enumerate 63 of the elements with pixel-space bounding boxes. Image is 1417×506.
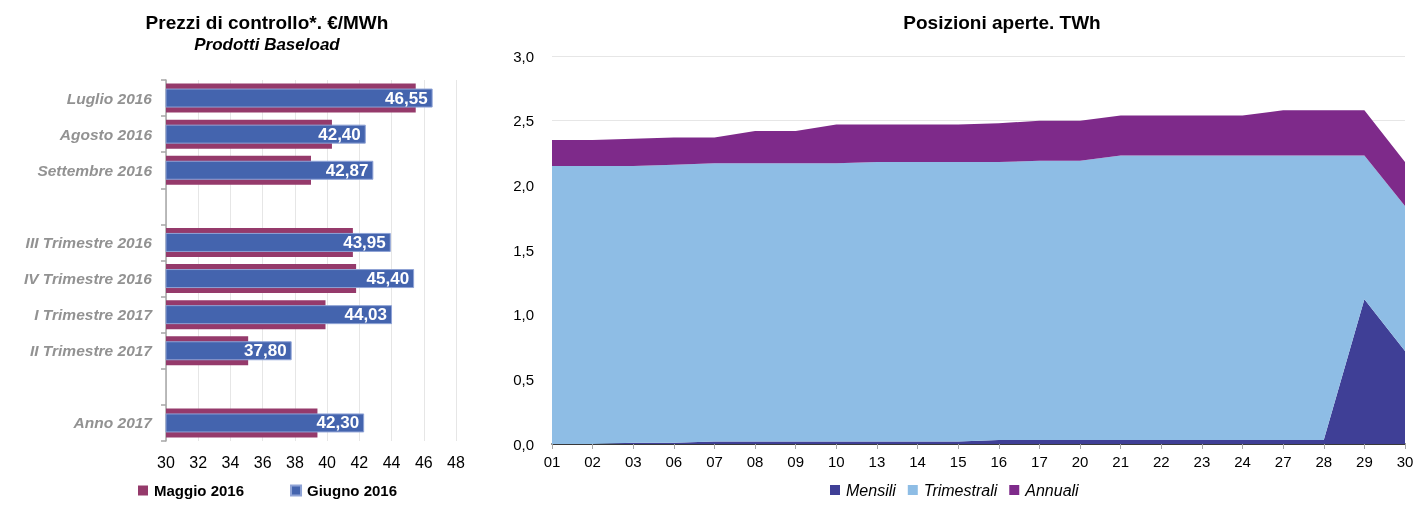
x-tick-label: 17 (1031, 453, 1048, 470)
x-tick-label: 36 (253, 453, 272, 471)
x-tick-label: 23 (1193, 453, 1211, 470)
y-tick-label: 1,5 (513, 241, 534, 259)
y-tick-label: Anno 2017 (72, 414, 154, 432)
y-tick-label: Settembre 2016 (37, 161, 153, 179)
x-tick-label: 30 (157, 453, 175, 471)
x-tick-label: 20 (1071, 453, 1089, 470)
x-tick-label: 14 (909, 453, 926, 470)
x-tick-label: 27 (1274, 453, 1292, 470)
x-tick-label: 15 (949, 453, 967, 470)
y-tick-label: 0,0 (513, 435, 534, 453)
y-tick-label: 2,5 (513, 112, 534, 130)
x-tick-label: 02 (584, 453, 601, 470)
x-tick-label: 13 (868, 453, 886, 470)
x-tick-label: 28 (1315, 453, 1333, 470)
x-tick-label: 38 (285, 453, 304, 471)
legend-label: Maggio 2016 (154, 482, 245, 499)
x-tick-label: 30 (1396, 453, 1414, 470)
x-tick-label: 42 (350, 453, 369, 471)
y-tick-label: 1,0 (513, 306, 534, 324)
x-tick-label: 32 (189, 453, 208, 471)
y-tick-label: I Trimestre 2017 (34, 306, 154, 324)
y-tick-label: III Trimestre 2016 (25, 233, 153, 251)
data-label: 42,30 (316, 413, 360, 433)
legend-label: Giugno 2016 (307, 482, 398, 499)
x-tick-label: 34 (221, 453, 240, 471)
x-tick-label: 29 (1356, 453, 1373, 470)
y-tick-label: 3,0 (513, 47, 534, 65)
x-tick-label: 40 (318, 453, 337, 471)
y-tick-label: 2,0 (513, 176, 534, 194)
x-tick-label: 09 (787, 453, 805, 470)
x-tick-label: 07 (706, 453, 723, 470)
data-label: 46,55 (385, 88, 428, 108)
legend-label: Trimestrali (923, 481, 998, 499)
legend-label: Annuali (1024, 481, 1080, 499)
x-tick-label: 10 (827, 453, 845, 470)
y-tick-label: IV Trimestre 2016 (23, 270, 153, 288)
data-label: 42,40 (318, 124, 361, 144)
x-tick-label: 46 (414, 453, 433, 471)
x-tick-label: 48 (447, 453, 465, 471)
x-tick-label: 24 (1234, 453, 1251, 470)
x-tick-label: 22 (1152, 453, 1170, 470)
x-tick-label: 03 (624, 453, 642, 470)
data-label: 42,87 (325, 160, 369, 180)
x-tick-label: 01 (543, 453, 561, 470)
chart-title: Prezzi di controllo*. €/MWh (145, 12, 389, 33)
data-label: 37,80 (244, 341, 287, 361)
y-tick-label: Agosto 2016 (58, 125, 153, 143)
x-tick-label: 21 (1112, 453, 1130, 470)
y-tick-label: Luglio 2016 (66, 89, 153, 107)
chart-title: Posizioni aperte. TWh (903, 12, 1101, 33)
data-label: 43,95 (343, 232, 386, 252)
chart-subtitle: Prodotti Baseload (194, 35, 341, 54)
x-tick-label: 16 (990, 453, 1008, 470)
data-label: 45,40 (366, 269, 410, 289)
x-tick-label: 08 (746, 453, 764, 470)
data-label: 44,03 (344, 305, 388, 325)
y-tick-label: 0,5 (513, 370, 534, 388)
x-tick-label: 44 (382, 453, 401, 471)
x-tick-label: 06 (665, 453, 683, 470)
legend-label: Mensili (846, 481, 897, 499)
y-tick-label: II Trimestre 2017 (29, 342, 154, 360)
